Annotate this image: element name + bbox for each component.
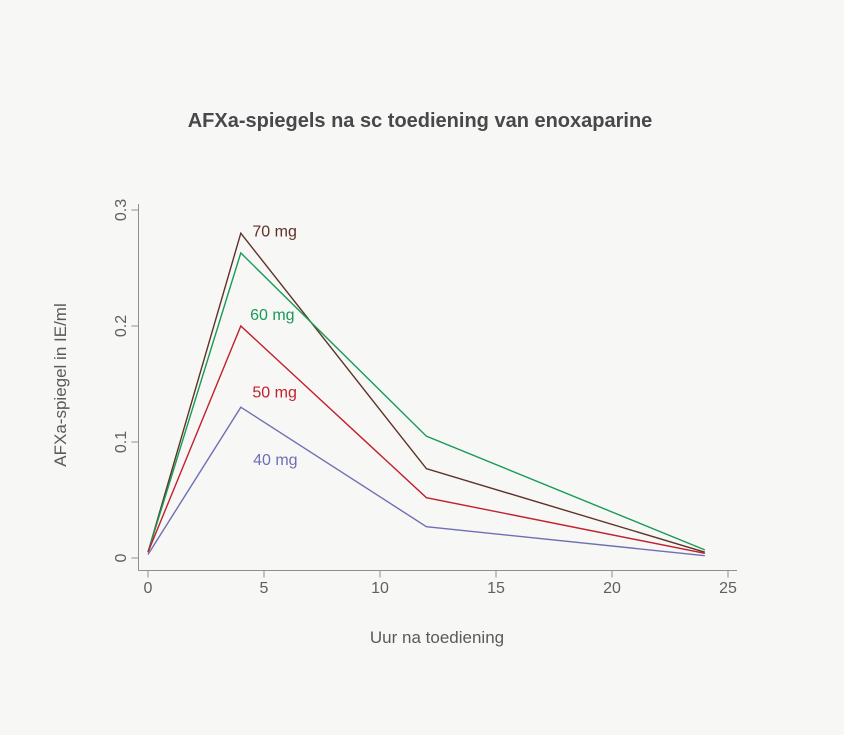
series-lines: 70 mg 60 mg 50 mg 40 mg [147,223,706,557]
x-tick-label: 10 [371,580,389,597]
chart-title: AFXa-spiegels na sc toediening van enoxa… [188,110,653,132]
y-tick-label: 0.2 [113,315,130,337]
y-tick-label: 0 [113,553,130,562]
x-tick-label: 20 [603,580,621,597]
series-line-50mg [147,324,705,555]
series-line-60mg [147,251,706,553]
x-tick-label: 25 [719,580,737,597]
series-label-50mg: 50 mg [252,385,296,402]
series-label-70mg: 70 mg [252,223,296,240]
y-tick-label: 0.3 [113,199,130,221]
series-label-60mg: 60 mg [250,307,294,324]
x-tick-label: 0 [144,580,153,597]
series-label-40mg: 40 mg [253,452,297,469]
x-tick-label: 15 [487,580,505,597]
series-line-40mg [147,406,705,557]
y-tick-label: 0.1 [113,431,130,453]
x-tick-label: 5 [260,580,269,597]
x-axis-title: Uur na toediening [370,628,504,647]
axes: 0 5 10 15 20 25 0 0.1 0.2 0.3 [113,199,737,597]
y-axis-title: AFXa-spiegel in IE/ml [51,303,70,466]
series-line-70mg [147,231,706,553]
